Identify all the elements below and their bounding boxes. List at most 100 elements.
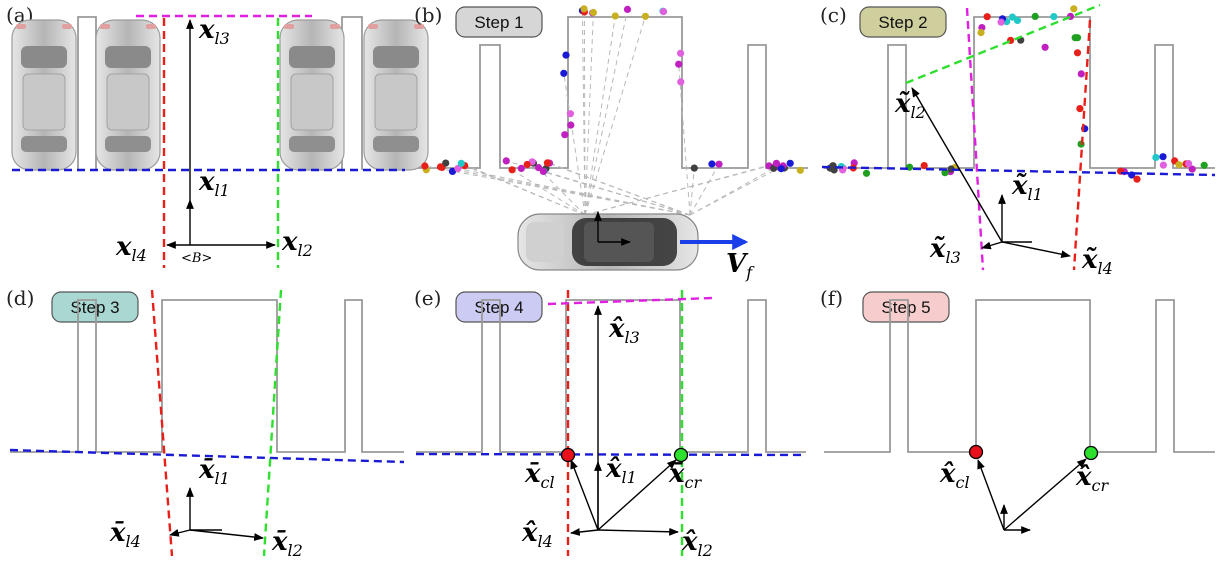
detection-point (977, 28, 985, 37)
parked-car-icon (279, 19, 345, 171)
detection-point (715, 160, 723, 168)
refined-right-slot-line (262, 289, 283, 557)
detection-point (1175, 161, 1183, 169)
label-velocity: Vf (726, 249, 755, 282)
panel-f-label: (f) (820, 286, 843, 310)
detection-point (659, 8, 668, 16)
label-x-l2: xl2 (281, 227, 313, 260)
detection-point (786, 159, 794, 167)
vector-l2-arrow (189, 529, 264, 541)
road-outline (418, 16, 808, 169)
detection-points (826, 5, 1208, 183)
label-xh-l1: x̂l1 (605, 454, 637, 487)
sensor-ray (583, 11, 586, 216)
vector-l4-arrow (169, 529, 191, 537)
panel-d-label: (d) (6, 286, 34, 310)
label-xb-l4: x̄l4 (109, 518, 141, 551)
detection-point (862, 169, 871, 177)
detection-point (829, 162, 837, 170)
detection-point (534, 164, 543, 172)
panel-b-label: (b) (414, 3, 442, 27)
sensor-ray (531, 161, 586, 216)
detection-point (997, 18, 1005, 26)
label-xt-l4: x̃l4 (1081, 245, 1113, 278)
detection-point (580, 5, 588, 13)
detection-point (641, 12, 650, 20)
parked-car-icon (95, 19, 161, 171)
corner-left-marker (560, 447, 576, 463)
final-curb-line (415, 452, 807, 457)
label-x-l1: xl1 (198, 167, 230, 200)
parked-car-icon (11, 19, 77, 171)
sensor-rays (424, 9, 784, 216)
detection-point (517, 164, 525, 172)
panel-a: (a) xl3 xl1 xl2 xl4 <B> (6, 3, 429, 268)
sensor-ray (457, 168, 691, 216)
detection-point (1070, 5, 1078, 13)
label-xh-cr: x̂cr (1075, 462, 1109, 495)
detection-point (561, 131, 569, 139)
label-x-l4: xl4 (115, 232, 147, 265)
label-xh-l3: x̂l3 (608, 314, 640, 347)
step1-badge (455, 6, 543, 38)
sensor-ray (543, 170, 691, 216)
detection-point (623, 5, 632, 13)
detection-point (1152, 153, 1160, 161)
label-xb-l1: x̄l1 (198, 455, 230, 488)
label-x-l3: xl3 (198, 15, 230, 48)
detection-point (1133, 175, 1141, 183)
road-outline (10, 299, 404, 453)
refined-left-slot-line (150, 289, 174, 557)
label-xt-l2: x̃l2 (894, 89, 926, 122)
panel-e-label: (e) (414, 286, 441, 310)
fitted-left-slot-line (965, 7, 985, 271)
detection-point (539, 167, 548, 175)
detection-point (508, 166, 516, 174)
detection-point (421, 162, 429, 170)
detection-point (1077, 70, 1085, 78)
detection-point (1185, 160, 1193, 168)
detection-points (421, 5, 804, 175)
vector-cl-arrow (977, 459, 1005, 531)
road-outline (416, 299, 806, 453)
detection-point (1159, 153, 1167, 161)
step4-badge (455, 291, 543, 323)
detection-point (677, 78, 685, 86)
panel-b: (b) Step 1 Vf (414, 3, 808, 282)
detection-point (502, 157, 510, 165)
label-xb-cr: x̄cr (668, 459, 702, 492)
panel-f: (f) Step 5 x̂cl x̂cr (820, 286, 1215, 534)
sensor-ray (584, 12, 594, 216)
fitted-back-slot-line (905, 3, 1101, 85)
detection-point (1013, 16, 1022, 24)
step2-text: Step 2 (878, 13, 927, 32)
detection-point (442, 159, 450, 167)
detection-point (457, 159, 465, 167)
sensor-ray (547, 162, 691, 216)
detection-point (1050, 13, 1058, 21)
detection-point (589, 8, 598, 17)
detection-point (1159, 161, 1167, 169)
detection-point (675, 60, 683, 68)
vector-l2-arrow (911, 87, 1003, 243)
detection-point (543, 159, 552, 167)
corner-left-marker (968, 444, 984, 460)
vector-l4-arrow (1001, 241, 1071, 259)
corner-right-marker (1083, 445, 1099, 461)
detection-point (611, 12, 619, 20)
sensor-ray (584, 9, 628, 216)
final-back-slot-line (547, 296, 713, 306)
sensor-ray (689, 167, 774, 216)
detection-point (796, 166, 804, 174)
detection-point (523, 160, 531, 169)
panel-d: (d) Step 3 x̄l1 x̄l2 x̄l4 (6, 286, 405, 560)
step3-badge (51, 291, 139, 323)
detection-point (1031, 12, 1039, 20)
detection-point (708, 160, 716, 168)
step3-text: Step 3 (70, 298, 119, 317)
sensor-ray (689, 168, 695, 216)
detection-point (920, 162, 928, 170)
label-xh-l2: x̂l2 (681, 527, 713, 560)
vector-cr-arrow (1003, 458, 1087, 531)
